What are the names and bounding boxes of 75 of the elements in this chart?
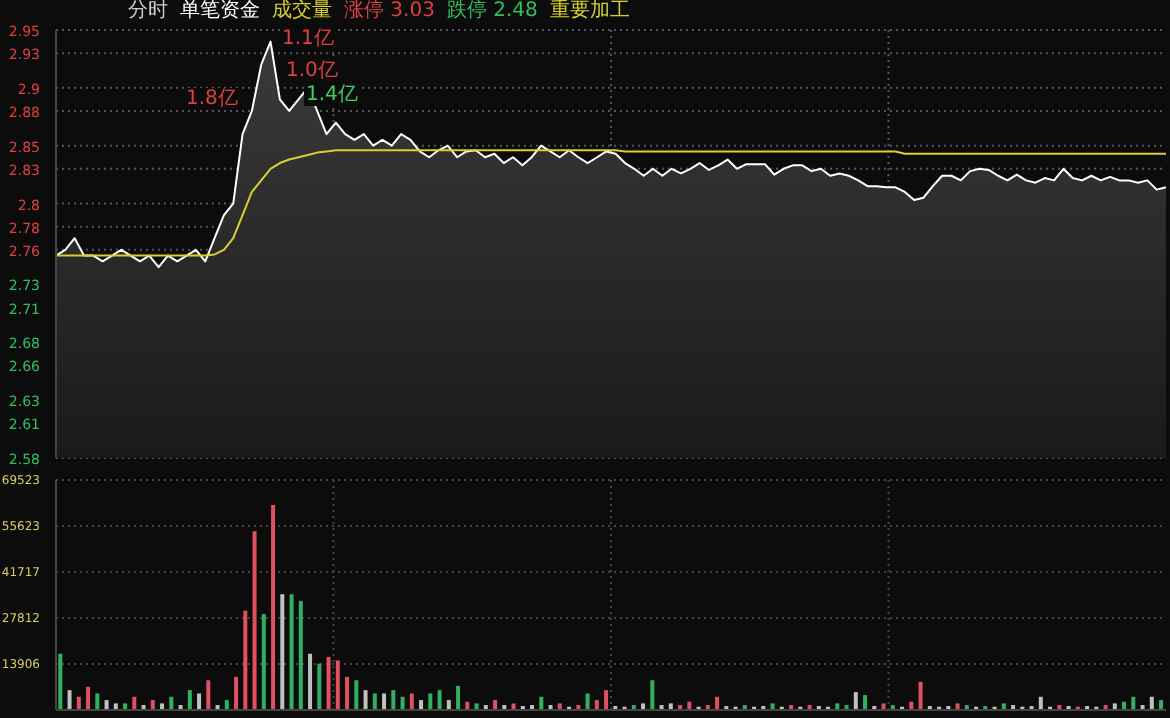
bar xyxy=(881,703,886,710)
bar xyxy=(187,690,192,710)
bar xyxy=(770,703,775,710)
bar xyxy=(326,657,331,710)
bar xyxy=(58,653,63,710)
bar xyxy=(400,696,405,710)
bar xyxy=(382,693,387,710)
bar xyxy=(252,531,257,710)
annotation: 1.4亿 xyxy=(304,84,360,106)
bar xyxy=(474,703,479,710)
bar xyxy=(456,685,461,710)
bar xyxy=(197,693,202,710)
annotation: 1.8亿 xyxy=(184,88,240,110)
bar xyxy=(1112,703,1117,710)
bar xyxy=(308,653,313,710)
bar xyxy=(123,703,128,710)
text: 跌停 2.48 xyxy=(446,0,538,24)
annotation: 1.0亿 xyxy=(284,60,340,82)
bar xyxy=(86,686,91,710)
text: 重要加工 xyxy=(549,0,630,24)
bar xyxy=(280,594,285,710)
bar xyxy=(446,700,451,710)
bar xyxy=(585,693,590,710)
bar xyxy=(76,696,81,710)
bar xyxy=(132,696,137,710)
bar xyxy=(224,700,229,710)
bar xyxy=(594,700,599,710)
line-series xyxy=(55,149,1167,257)
bar xyxy=(354,680,359,710)
bar xyxy=(345,676,350,710)
bar xyxy=(863,695,868,710)
bar xyxy=(271,504,276,710)
bar xyxy=(493,700,498,710)
bar xyxy=(641,703,646,710)
chart-subtitle: 单笔资金 xyxy=(180,0,260,24)
bar xyxy=(317,663,322,710)
bar xyxy=(853,692,858,710)
bar xyxy=(160,703,165,710)
bar xyxy=(243,610,248,710)
bar xyxy=(650,680,655,710)
bar xyxy=(234,676,239,710)
bar xyxy=(1159,700,1164,710)
bar xyxy=(715,696,720,710)
bar xyxy=(150,700,155,710)
bar xyxy=(95,693,100,710)
bar xyxy=(557,703,562,710)
bar xyxy=(113,703,118,710)
bar xyxy=(261,614,266,710)
bar xyxy=(289,594,294,710)
bar xyxy=(372,693,377,710)
bar xyxy=(604,690,609,710)
bar xyxy=(298,600,303,710)
bar xyxy=(668,703,673,710)
bar xyxy=(363,690,368,710)
text: 涨停 3.03 xyxy=(344,0,435,24)
bar xyxy=(1149,696,1154,710)
bar xyxy=(955,703,960,710)
bar xyxy=(835,703,840,710)
bar xyxy=(428,693,433,710)
bar xyxy=(169,696,174,710)
annotation: 1.1亿 xyxy=(280,28,336,50)
bar xyxy=(419,700,424,710)
bar xyxy=(918,681,923,710)
bar xyxy=(104,700,109,710)
bar xyxy=(437,690,442,710)
bar xyxy=(1001,703,1006,710)
bar xyxy=(1038,696,1043,710)
bar xyxy=(206,680,211,710)
bar xyxy=(539,696,544,710)
chart-title: 分时 xyxy=(128,0,168,24)
bar xyxy=(1131,696,1136,710)
bar xyxy=(335,660,340,710)
bar xyxy=(67,690,72,710)
bar xyxy=(391,690,396,710)
bar xyxy=(409,693,414,710)
